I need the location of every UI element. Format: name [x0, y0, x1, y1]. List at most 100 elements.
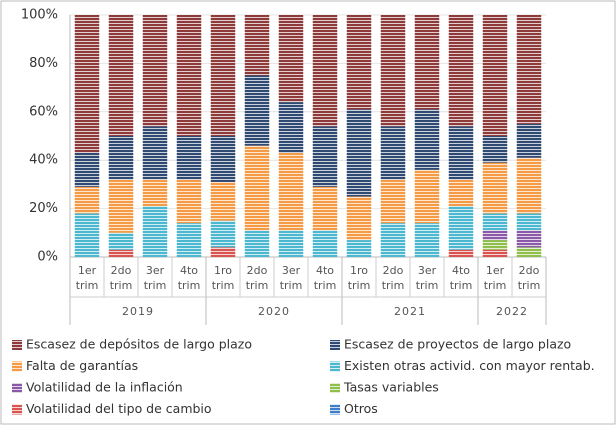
x-tick-label: 2do trim [517, 264, 541, 292]
bar-segment [176, 223, 202, 257]
bar-segment [414, 109, 440, 170]
y-tick-label: 80% [29, 56, 58, 71]
bar-segment [142, 206, 168, 257]
bar-segment [176, 15, 202, 136]
legend-label: Volatilidad del tipo de cambio [26, 401, 212, 416]
bar-segment [312, 126, 338, 187]
bar-segment [516, 157, 542, 214]
bar-segment [210, 181, 236, 221]
bar-segment [380, 223, 406, 257]
x-tick-label: 4to trim [313, 264, 337, 292]
bar-segment [278, 15, 304, 103]
bar-segment [380, 15, 406, 127]
bar-segment [414, 223, 440, 257]
bar-segment [516, 230, 542, 248]
x-tick-label: 1ro trim [211, 264, 235, 292]
bar-segment [482, 240, 508, 250]
bar-segment [278, 152, 304, 231]
y-tick-label: 100% [21, 8, 58, 23]
bar-segment [278, 102, 304, 153]
x-tick-label: 4to trim [449, 264, 473, 292]
bar-segment [210, 247, 236, 257]
legend-label: Otros [344, 401, 378, 416]
bar-segment [142, 15, 168, 127]
bar-segment [346, 240, 372, 257]
legend-label: Escasez de depósitos de largo plazo [26, 337, 252, 352]
bar-segment [380, 126, 406, 180]
group-label: 2022 [496, 305, 528, 318]
bar-segment [74, 152, 100, 187]
bar-segment [312, 15, 338, 127]
y-tick-label: 40% [29, 153, 58, 168]
bar-segment [176, 136, 202, 180]
bar-segment [74, 15, 100, 153]
bar-segment [244, 230, 270, 257]
legend-swatch [330, 404, 340, 415]
bar-segment [176, 179, 202, 224]
bar-segment [312, 186, 338, 231]
bar-segment [482, 15, 508, 136]
bar-segment [516, 213, 542, 231]
bar-segment [346, 15, 372, 110]
group-label: 2020 [258, 305, 290, 318]
legend-swatch [330, 361, 340, 372]
legend-swatch [12, 361, 22, 372]
bar-segment [312, 230, 338, 257]
x-tick-label: 4to trim [177, 264, 201, 292]
legend-swatch [12, 383, 22, 393]
bar-segment [210, 136, 236, 182]
legend-label: Falta de garantías [26, 358, 138, 373]
bar-segment [516, 247, 542, 257]
bar-segment [380, 179, 406, 224]
bar-segment [482, 162, 508, 214]
y-tick-label: 60% [29, 104, 58, 119]
bar-segment [346, 109, 372, 197]
bar-segment [108, 249, 134, 257]
bar-segment [482, 136, 508, 163]
legend-label: Existen otras activid. con mayor rentab. [344, 358, 595, 373]
bar-segment [74, 213, 100, 257]
bar-segment [108, 232, 134, 250]
bar-segment [108, 179, 134, 233]
x-tick-label: 1ro trim [347, 264, 371, 292]
x-tick-label: 2do trim [245, 264, 269, 292]
bar-segment [244, 145, 270, 231]
bar-segment [482, 213, 508, 231]
bar-segment [142, 126, 168, 180]
bar-segment [414, 15, 440, 110]
bar-segment [516, 15, 542, 124]
x-tick-label: 1er trim [75, 264, 99, 292]
x-tick-label: 3er trim [279, 264, 303, 292]
bar-segment [516, 123, 542, 158]
y-tick-label: 0% [37, 250, 58, 265]
group-label: 2019 [122, 305, 154, 318]
x-tick-label: 2do trim [109, 264, 133, 292]
bar-segment [244, 15, 270, 76]
bar-segment [108, 15, 134, 136]
y-tick-label: 20% [29, 201, 58, 216]
bar-segment [108, 136, 134, 180]
legend-swatch [12, 404, 22, 415]
bar-segment [244, 75, 270, 146]
group-label: 2021 [394, 305, 426, 318]
x-tick-label: 3er trim [143, 264, 167, 292]
bar-segment [414, 169, 440, 224]
bar-segment [448, 179, 474, 207]
bar-segment [448, 15, 474, 127]
bar-segment [210, 220, 236, 248]
legend-label: Tasas variables [343, 380, 439, 395]
x-tick-label: 3er trim [415, 264, 439, 292]
legend-swatch [330, 383, 340, 393]
legend-swatch [330, 340, 340, 350]
legend-label: Escasez de proyectos de largo plazo [344, 337, 571, 352]
bar-segment [482, 230, 508, 241]
bar-segment [278, 230, 304, 257]
bar-segment [448, 249, 474, 257]
bar-segment [346, 196, 372, 241]
bar-segment [210, 15, 236, 136]
x-tick-label: 1er trim [483, 264, 507, 292]
bar-segment [74, 186, 100, 214]
